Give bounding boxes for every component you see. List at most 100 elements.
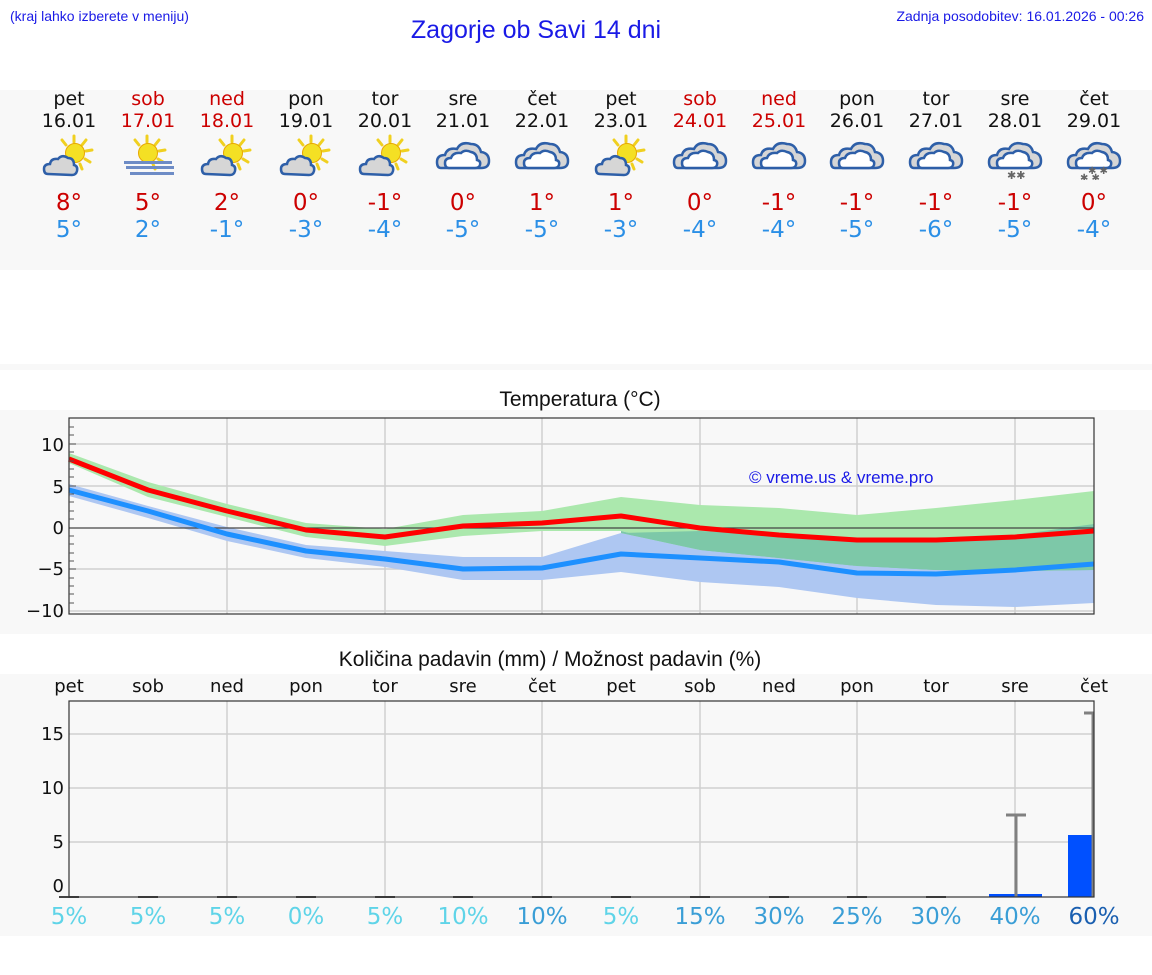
temp-max: 5° xyxy=(134,190,162,216)
day-column: pet 23.01 1° -3° xyxy=(581,88,661,244)
day-column: tor 27.01 -1° -6° xyxy=(896,88,976,244)
temp-min: -3° xyxy=(603,217,639,243)
precip-chance: 5% xyxy=(366,904,404,930)
day-name: pet xyxy=(53,88,85,110)
watermark: © vreme.us & vreme.pro xyxy=(749,468,934,487)
day-date: 21.01 xyxy=(435,110,491,132)
day-name: pon xyxy=(288,88,324,110)
y-tick: −10 xyxy=(26,601,64,622)
temperature-chart xyxy=(68,417,1095,615)
precipitation-chart xyxy=(59,700,1095,898)
cloudy-snow-icon: ✱ ✱ ✱ ✱ xyxy=(1054,132,1134,182)
day-column: sre 28.01 ✱✱ -1° -5° xyxy=(975,88,1055,244)
precip-chance: 5% xyxy=(208,904,246,930)
precip-chance: 25% xyxy=(831,904,883,930)
temp-max: 0° xyxy=(686,190,714,216)
day-date: 27.01 xyxy=(908,110,964,132)
cloudy-icon xyxy=(660,132,740,182)
day-name: ned xyxy=(761,88,797,110)
day-column: sre 21.01 0° -5° xyxy=(423,88,503,244)
day-date: 25.01 xyxy=(751,110,807,132)
day-date: 26.01 xyxy=(829,110,885,132)
sun-fog-icon xyxy=(108,132,188,182)
day-name: tor xyxy=(922,88,950,110)
precip-chart-bg xyxy=(0,674,1152,936)
day-column: sob 17.01 5° 2° xyxy=(108,88,188,244)
svg-text:✱ ✱: ✱ ✱ xyxy=(1080,173,1100,180)
precip-day: tor xyxy=(923,676,949,697)
precip-chance: 40% xyxy=(989,904,1041,930)
day-name: pon xyxy=(839,88,875,110)
day-column: ned 25.01 -1° -4° xyxy=(739,88,819,244)
precip-chance: 30% xyxy=(753,904,805,930)
day-name: sob xyxy=(131,88,165,110)
precip-chance: 5% xyxy=(602,904,640,930)
y-tick: 5 xyxy=(52,477,64,498)
precip-day: ned xyxy=(762,676,796,697)
partly-cloudy-sun-icon xyxy=(266,132,346,182)
precip-day: pon xyxy=(289,676,323,697)
precip-chance: 0% xyxy=(287,904,325,930)
temp-max: 0° xyxy=(449,190,477,216)
temp-max: -1° xyxy=(839,190,875,216)
y-tick: 15 xyxy=(41,724,64,745)
precip-day: čet xyxy=(527,676,557,697)
day-name: ned xyxy=(209,88,245,110)
temp-min: -4° xyxy=(761,217,797,243)
page-title: Zagorje ob Savi 14 dni xyxy=(410,16,662,44)
precip-day: tor xyxy=(372,676,398,697)
temp-min: -4° xyxy=(682,217,718,243)
precip-day: sob xyxy=(684,676,716,697)
temp-max: 8° xyxy=(55,190,83,216)
cloudy-icon xyxy=(896,132,976,182)
precip-chart-title: Količina padavin (mm) / Možnost padavin … xyxy=(338,648,762,671)
precip-chance: 5% xyxy=(129,904,167,930)
temp-max: -1° xyxy=(997,190,1033,216)
y-tick: −5 xyxy=(37,559,64,580)
temp-min: -4° xyxy=(367,217,403,243)
day-column: čet 29.01 ✱ ✱ ✱ ✱ 0° -4° xyxy=(1054,88,1134,244)
temp-max: 1° xyxy=(607,190,635,216)
temp-max: 0° xyxy=(292,190,320,216)
temp-max: -1° xyxy=(367,190,403,216)
temp-max: -1° xyxy=(761,190,797,216)
precip-day: pon xyxy=(840,676,874,697)
day-column: ned 18.01 2° -1° xyxy=(187,88,267,244)
temp-min: -4° xyxy=(1076,217,1112,243)
day-column: pon 26.01 -1° -5° xyxy=(817,88,897,244)
divider xyxy=(0,364,1152,370)
temp-min: 5° xyxy=(55,217,83,243)
temp-min: -3° xyxy=(288,217,324,243)
cloudy-icon xyxy=(817,132,897,182)
temp-chart-title: Temperatura (°C) xyxy=(499,388,661,411)
day-date: 28.01 xyxy=(987,110,1043,132)
precip-chance: 15% xyxy=(674,904,726,930)
temp-min: 2° xyxy=(134,217,162,243)
day-date: 19.01 xyxy=(278,110,334,132)
partly-cloudy-sun-icon xyxy=(187,132,267,182)
day-date: 23.01 xyxy=(593,110,649,132)
y-tick: 0 xyxy=(52,518,64,539)
precip-bar xyxy=(1068,835,1094,897)
cloudy-light-snow-icon: ✱✱ xyxy=(975,132,1055,182)
cloudy-icon xyxy=(423,132,503,182)
temp-min: -1° xyxy=(209,217,245,243)
precip-day: sre xyxy=(1001,676,1029,697)
precip-chance: 30% xyxy=(910,904,962,930)
temp-min: -6° xyxy=(918,217,954,243)
precip-day: pet xyxy=(606,676,636,697)
day-column: pon 19.01 0° -3° xyxy=(266,88,346,244)
y-tick: 10 xyxy=(41,778,64,799)
precip-day: sob xyxy=(132,676,164,697)
precip-chance: 5% xyxy=(50,904,88,930)
y-tick: 0 xyxy=(52,876,64,897)
last-updated: Zadnja posodobitev: 16.01.2026 - 00:26 xyxy=(896,8,1144,24)
daily-forecast: pet 16.01 8° 5° sob 17.01 5° 2° ned 18.0… xyxy=(0,88,1152,268)
temp-max: 0° xyxy=(1080,190,1108,216)
precip-day: sre xyxy=(449,676,477,697)
day-date: 29.01 xyxy=(1066,110,1122,132)
partly-cloudy-sun-icon xyxy=(345,132,425,182)
day-name: čet xyxy=(1079,88,1109,110)
svg-text:✱✱: ✱✱ xyxy=(1007,169,1025,180)
temp-max: 2° xyxy=(213,190,241,216)
